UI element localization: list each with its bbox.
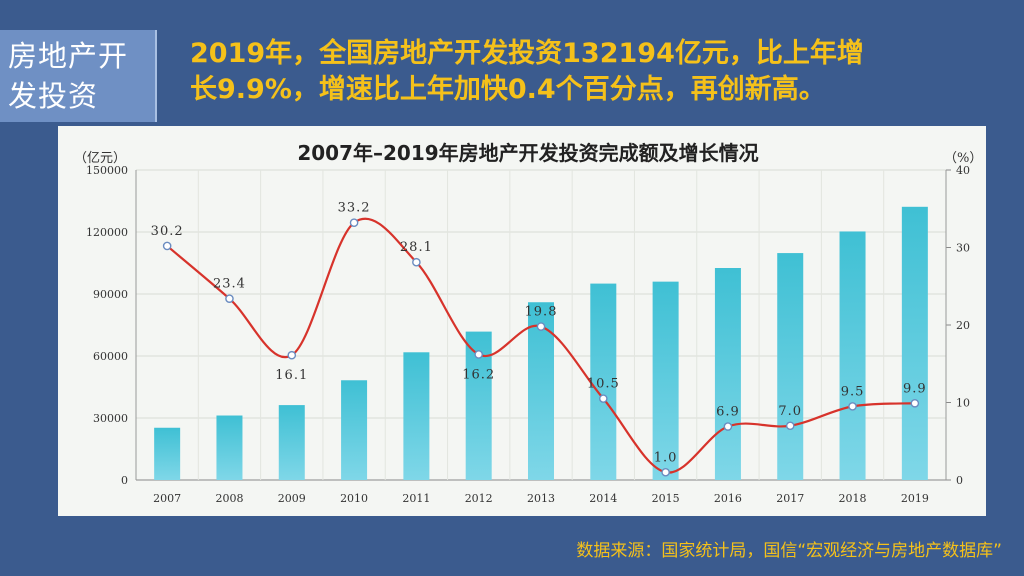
growth-point bbox=[412, 257, 421, 267]
growth-data-label: 33.2 bbox=[338, 201, 371, 216]
bar bbox=[403, 352, 430, 480]
section-title-line-1: 房地产开 bbox=[8, 39, 129, 73]
x-tick-label: 2016 bbox=[714, 492, 742, 505]
headline: 2019年，全国房地产开发投资132194亿元，比上年增 长9.9%，增速比上年… bbox=[190, 36, 1010, 108]
bar bbox=[652, 281, 679, 480]
growth-data-label: 9.9 bbox=[903, 381, 927, 396]
y-left-unit: （亿元） bbox=[74, 151, 126, 166]
y-right-tick-label: 40 bbox=[956, 164, 970, 177]
growth-data-label: 1.0 bbox=[654, 450, 678, 465]
x-tick-label: 2015 bbox=[652, 492, 680, 505]
growth-data-label: 28.1 bbox=[400, 240, 433, 255]
bar bbox=[839, 231, 866, 480]
x-tick-label: 2019 bbox=[901, 492, 929, 505]
bar bbox=[714, 267, 741, 480]
y-right-tick-label: 0 bbox=[956, 474, 963, 487]
bar bbox=[341, 380, 368, 480]
growth-point bbox=[910, 398, 920, 408]
x-tick-label: 2011 bbox=[402, 492, 430, 505]
y-left-tick-label: 0 bbox=[121, 474, 128, 487]
growth-data-label: 7.0 bbox=[778, 404, 802, 419]
growth-data-label: 10.5 bbox=[587, 377, 620, 392]
x-tick-label: 2012 bbox=[465, 492, 493, 505]
growth-data-label: 30.2 bbox=[151, 224, 184, 239]
growth-point bbox=[474, 350, 483, 359]
growth-point bbox=[785, 421, 795, 431]
growth-point bbox=[723, 422, 733, 431]
bar bbox=[777, 253, 804, 480]
growth-point bbox=[599, 394, 608, 403]
section-title-line-2: 发投资 bbox=[8, 79, 99, 113]
bar bbox=[590, 283, 617, 480]
bar bbox=[216, 415, 243, 480]
growth-point bbox=[848, 402, 857, 411]
bar bbox=[154, 427, 181, 480]
growth-data-label: 16.2 bbox=[462, 367, 495, 382]
x-tick-label: 2013 bbox=[527, 492, 555, 505]
y-left-tick-label: 30000 bbox=[93, 412, 128, 425]
chart-title: 2007年–2019年房地产开发投资完成额及增长情况 bbox=[297, 141, 758, 165]
growth-data-label: 23.4 bbox=[213, 277, 246, 292]
section-title-box: 房地产开 发投资 bbox=[0, 30, 157, 122]
data-source: 数据来源：国家统计局，国信“宏观经济与房地产数据库” bbox=[576, 541, 1002, 561]
growth-data-label: 19.8 bbox=[525, 305, 558, 320]
y-left-tick-label: 90000 bbox=[93, 288, 128, 301]
x-tick-label: 2014 bbox=[589, 492, 617, 505]
growth-point bbox=[162, 241, 172, 251]
y-left-tick-label: 120000 bbox=[86, 226, 128, 239]
bar bbox=[278, 405, 305, 480]
growth-data-label: 16.1 bbox=[275, 368, 308, 383]
growth-point bbox=[661, 467, 670, 477]
y-left-tick-label: 150000 bbox=[86, 164, 128, 177]
y-right-tick-label: 10 bbox=[956, 397, 970, 410]
chart-panel: 2007年–2019年房地产开发投资完成额及增长情况 （亿元） （%） 0 30000 6… bbox=[58, 126, 986, 516]
y-left-tick-label: 60000 bbox=[93, 350, 128, 363]
headline-line-1: 2019年，全国房地产开发投资132194亿元，比上年增 bbox=[190, 38, 864, 69]
x-tick-label: 2009 bbox=[278, 492, 306, 505]
x-tick-label: 2018 bbox=[839, 492, 867, 505]
bar bbox=[901, 206, 928, 480]
growth-data-label: 9.5 bbox=[841, 384, 865, 399]
growth-point bbox=[349, 218, 359, 227]
x-tick-label: 2017 bbox=[776, 492, 804, 505]
y-right-unit: （%） bbox=[944, 151, 982, 166]
y-right-tick-label: 30 bbox=[956, 242, 970, 255]
growth-point bbox=[287, 350, 297, 360]
growth-point bbox=[536, 322, 546, 331]
x-tick-label: 2007 bbox=[153, 492, 181, 505]
x-tick-label: 2010 bbox=[340, 492, 368, 505]
headline-line-2: 长9.9%，增速比上年加快0.4个百分点，再创新高。 bbox=[190, 74, 826, 105]
growth-data-label: 6.9 bbox=[716, 405, 740, 420]
x-tick-label: 2008 bbox=[215, 492, 243, 505]
growth-point bbox=[225, 294, 234, 303]
investment-chart: 2007年–2019年房地产开发投资完成额及增长情况 （亿元） （%） 0 30000 6… bbox=[74, 141, 982, 505]
y-right-tick-label: 20 bbox=[956, 319, 970, 332]
